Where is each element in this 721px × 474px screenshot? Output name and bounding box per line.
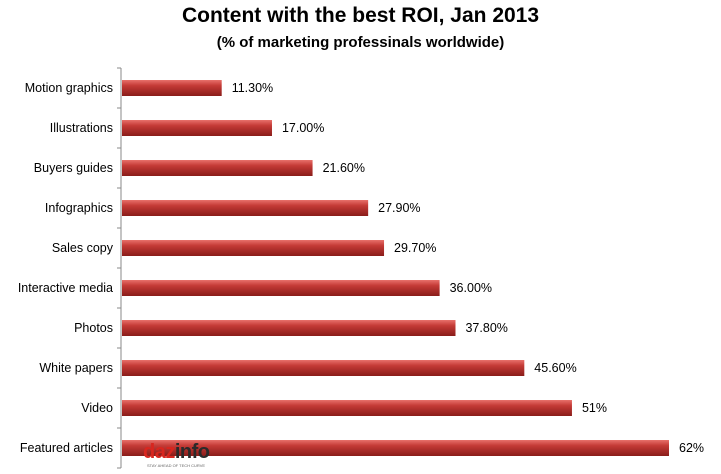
bar-video	[122, 400, 572, 416]
value-label: 17.00%	[282, 121, 324, 135]
category-label: Video	[81, 401, 113, 415]
value-label: 51%	[582, 401, 607, 415]
bar-white-papers	[122, 360, 525, 376]
value-label: 36.00%	[450, 281, 492, 295]
bar-sales-copy	[122, 240, 385, 256]
bar-infographics	[122, 200, 369, 216]
category-label: White papers	[39, 361, 113, 375]
value-label: 21.60%	[323, 161, 365, 175]
value-label: 27.90%	[378, 201, 420, 215]
category-label: Featured articles	[20, 441, 113, 455]
bar-buyers-guides	[122, 160, 313, 176]
logo-part1: daz	[143, 441, 175, 463]
bar-interactive-media	[122, 280, 440, 296]
chart-title: Content with the best ROI, Jan 2013	[181, 4, 540, 27]
category-label: Interactive media	[18, 281, 113, 295]
dazeinfo-logo: daz info STAY AHEAD OF TECH CURVE	[143, 441, 210, 468]
category-label: Sales copy	[52, 241, 114, 255]
category-label: Buyers guides	[34, 161, 113, 175]
value-label: 37.80%	[465, 321, 507, 335]
logo-tagline: STAY AHEAD OF TECH CURVE	[147, 463, 206, 468]
bar-motion-graphics	[122, 80, 222, 96]
bar-photos	[122, 320, 456, 336]
category-label: Motion graphics	[25, 81, 113, 95]
bar-featured-articles	[122, 440, 669, 456]
value-label: 45.60%	[534, 361, 576, 375]
bar-illustrations	[122, 120, 272, 136]
category-label: Photos	[74, 321, 113, 335]
chart-subtitle: (% of marketing professinals worldwide)	[216, 34, 505, 51]
category-label: Infographics	[45, 201, 113, 215]
value-label: 11.30%	[232, 81, 273, 95]
value-label: 62%	[679, 441, 704, 455]
value-label: 29.70%	[394, 241, 436, 255]
category-label: Illustrations	[50, 121, 113, 135]
logo-part2: info	[174, 441, 210, 463]
